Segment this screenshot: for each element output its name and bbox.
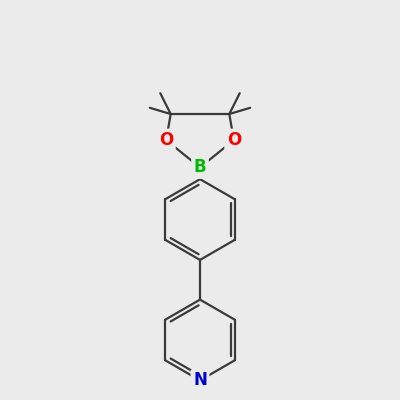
Text: B: B <box>194 158 206 176</box>
Text: N: N <box>193 371 207 389</box>
Text: O: O <box>227 131 241 149</box>
Text: O: O <box>159 131 173 149</box>
